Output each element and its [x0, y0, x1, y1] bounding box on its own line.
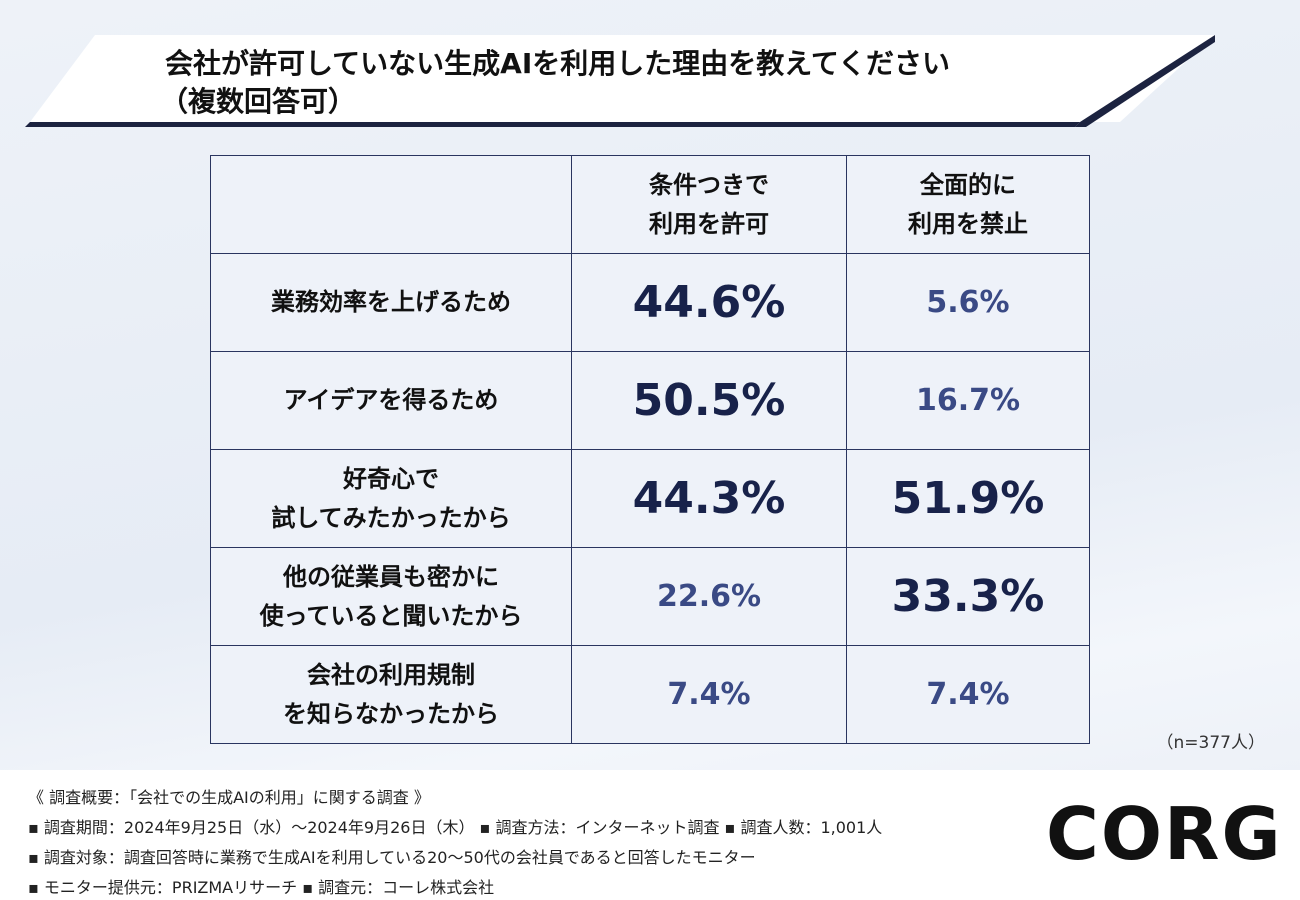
label-line: 使っていると聞いたから — [259, 601, 523, 630]
title-line: （複数回答可） — [160, 85, 357, 118]
value-cell: 7.4% — [571, 645, 847, 744]
logo: CORG — [1046, 792, 1283, 876]
value-cell: 33.3% — [846, 547, 1090, 646]
footer-line: ▪ 調査期間：2024年9月25日（水）〜2024年9月26日（木） ▪ 調査方… — [28, 818, 883, 837]
column-header: 全面的に 利用を禁止 — [846, 155, 1090, 254]
row-label: 他の従業員も密かに 使っていると聞いたから — [210, 547, 572, 646]
label-line: 好奇心で — [343, 465, 439, 494]
label-line: を知らなかったから — [283, 699, 499, 728]
value-cell: 5.6% — [846, 253, 1090, 352]
value-cell: 50.5% — [571, 351, 847, 450]
value-cell: 7.4% — [846, 645, 1090, 744]
header-line: 利用を禁止 — [908, 209, 1028, 238]
label-line: 他の従業員も密かに — [283, 563, 499, 592]
value-cell: 22.6% — [571, 547, 847, 646]
label-line: 業務効率を上げるため — [271, 288, 511, 317]
table: 条件つきで利用を許可 全面的に利用を禁止 業務効率を上げるため 44.6% 5.… — [210, 155, 1090, 744]
header-line: 全面的に — [920, 171, 1016, 200]
sample-note: （n=377人） — [1156, 733, 1265, 753]
footer-line: 《 調査概要：「会社での生成AIの利用」に関する調査 》 — [28, 788, 430, 807]
label-line: 会社の利用規制 — [307, 661, 475, 690]
title-banner — [25, 35, 1215, 127]
value-cell: 16.7% — [846, 351, 1090, 450]
title-line: 会社が許可していない生成AIを利用した理由を教えてください — [165, 47, 951, 80]
footer-line: ▪ 調査対象：調査回答時に業務で生成AIを利用している20〜50代の会社員である… — [28, 848, 756, 867]
value-cell: 44.3% — [571, 449, 847, 548]
row-label: アイデアを得るため — [210, 351, 572, 450]
row-label: 好奇心で試してみたかったから — [210, 449, 572, 548]
column-header: 条件つきで利用を許可 — [571, 155, 847, 254]
footer: 《 調査概要：「会社での生成AIの利用」に関する調査 》 ▪ 調査期間：2024… — [0, 770, 1300, 900]
row-label: 業務効率を上げるため — [210, 253, 572, 352]
row-label: 会社の利用規制 を知らなかったから — [210, 645, 572, 744]
value-cell: 51.9% — [846, 449, 1090, 548]
header-line: 条件つきで — [649, 171, 769, 200]
label-line: アイデアを得るため — [283, 386, 499, 415]
label-line: 試してみたかったから — [271, 503, 511, 532]
value-cell: 44.6% — [571, 253, 847, 352]
corner-cell — [210, 155, 572, 254]
footer-line: ▪ モニター提供元：PRIZMAリサーチ ▪ 調査元：コーレ株式会社 — [28, 878, 495, 897]
header-line: 利用を許可 — [649, 209, 769, 238]
